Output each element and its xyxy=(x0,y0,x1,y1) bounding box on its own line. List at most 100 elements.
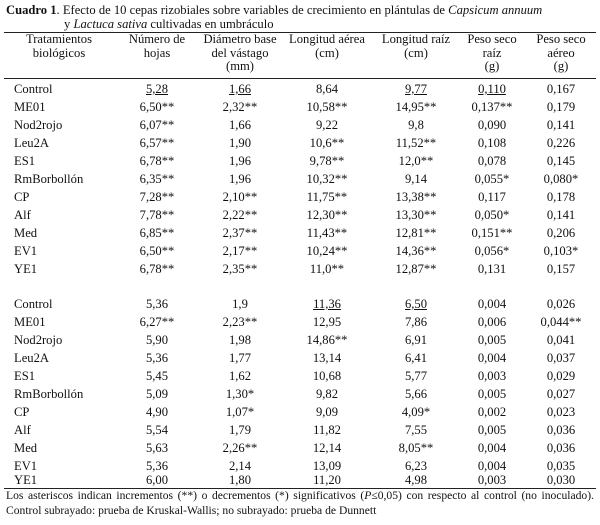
leaves-value: 6,78** xyxy=(139,154,175,168)
caption-line-2: y Lactuca sativa cultivadas en umbráculo xyxy=(6,17,596,31)
leaves-value: 5,63 xyxy=(145,441,169,455)
aerial-length-value: 11,0** xyxy=(309,262,345,276)
root-dry-value: 0,090 xyxy=(477,118,507,132)
root-length-value: 5,66 xyxy=(404,387,428,401)
aerial-dry-value: 0,044** xyxy=(540,315,582,329)
aerial-length-value: 10,68 xyxy=(312,369,342,383)
table-row: Nod2rojo 6,07** 1,66 9,22 9,8 0,090 0,14… xyxy=(0,116,600,134)
aerial-length-value: 10,58** xyxy=(306,100,348,114)
table-row: Med 6,85** 2,37** 11,43** 12,81** 0,151*… xyxy=(0,224,600,242)
aerial-length-value: 11,43** xyxy=(306,226,348,240)
footnote-part-2: ≤0,05) con respecto al control (no inocu… xyxy=(6,489,594,517)
table-row: EV1 5,36 2,14 13,09 6,23 0,004 0,035 xyxy=(0,457,600,475)
root-length-value: 6,91 xyxy=(404,333,428,347)
treatment-name: Control xyxy=(14,297,53,311)
aerial-dry-value: 0,179 xyxy=(546,100,576,114)
table-caption: Cuadro 1. Efecto de 10 cepas rizobiales … xyxy=(6,3,596,31)
table-row: RmBorbollón 5,09 1,30* 9,82 5,66 0,005 0… xyxy=(0,385,600,403)
root-length-value: 6,50 xyxy=(404,297,428,311)
leaves-value: 6,27** xyxy=(139,315,175,329)
aerial-dry-value: 0,157 xyxy=(546,262,576,276)
treatment-name: ES1 xyxy=(14,154,35,168)
table-row: Alf 7,78** 2,22** 12,30** 13,30** 0,050*… xyxy=(0,206,600,224)
aerial-dry-value: 0,030 xyxy=(546,473,576,487)
table-row: Alf 5,54 1,79 11,82 7,55 0,005 0,036 xyxy=(0,421,600,439)
root-dry-value: 0,078 xyxy=(477,154,507,168)
table-row: Control 5,28 1,66 8,64 9,77 0,110 0,167 xyxy=(0,80,600,98)
caption-species-1: Capsicum annuum xyxy=(448,3,543,17)
leaves-value: 7,78** xyxy=(139,208,175,222)
root-dry-value: 0,004 xyxy=(477,351,507,365)
table-row: YE1 6,78** 2,35** 11,0** 12,87** 0,131 0… xyxy=(0,260,600,278)
aerial-length-value: 11,36 xyxy=(313,297,341,311)
table-row: ES1 6,78** 1,96 9,78** 12,0** 0,078 0,14… xyxy=(0,152,600,170)
aerial-length-value: 8,64 xyxy=(315,82,339,96)
aerial-dry-value: 0,226 xyxy=(546,136,576,150)
header-aerial-length: Longitud aérea (cm) xyxy=(289,32,365,60)
aerial-length-value: 9,78** xyxy=(309,154,345,168)
aerial-dry-value: 0,036 xyxy=(546,441,576,455)
diameter-value: 2,10** xyxy=(222,190,258,204)
aerial-length-value: 11,82 xyxy=(313,423,341,437)
aerial-dry-value: 0,141 xyxy=(546,208,576,222)
leaves-value: 6,57** xyxy=(139,136,175,150)
table-row: Med 5,63 2,26** 12,14 8,05** 0,004 0,036 xyxy=(0,439,600,457)
root-length-value: 6,23 xyxy=(404,459,428,473)
root-dry-value: 0,002 xyxy=(477,405,507,419)
caption-text-b: cultivadas en umbráculo xyxy=(147,17,274,31)
table-row: ES1 5,45 1,62 10,68 5,77 0,003 0,029 xyxy=(0,367,600,385)
root-length-value: 9,8 xyxy=(408,118,424,132)
table-row: ME01 6,50** 2,32** 10,58** 14,95** 0,137… xyxy=(0,98,600,116)
treatment-name: EV1 xyxy=(14,459,38,473)
aerial-length-value: 11,75** xyxy=(306,190,348,204)
treatment-name: Med xyxy=(14,226,38,240)
table-row: CP 7,28** 2,10** 11,75** 13,38** 0,117 0… xyxy=(0,188,600,206)
header-diameter: Diámetro base del vástago (mm) xyxy=(203,32,277,73)
root-length-value: 14,95** xyxy=(395,100,437,114)
root-length-value: 12,81** xyxy=(395,226,437,240)
footnote-p-symbol: P xyxy=(364,489,372,502)
header-rule xyxy=(4,78,596,79)
aerial-length-value: 13,09 xyxy=(312,459,342,473)
aerial-dry-value: 0,167 xyxy=(546,82,576,96)
leaves-value: 6,07** xyxy=(139,118,175,132)
root-dry-value: 0,131 xyxy=(477,262,507,276)
leaves-value: 5,45 xyxy=(145,369,169,383)
treatment-name: ES1 xyxy=(14,369,35,383)
root-dry-value: 0,004 xyxy=(477,459,507,473)
root-dry-value: 0,108 xyxy=(477,136,507,150)
diameter-value: 2,35** xyxy=(222,262,258,276)
top-rule xyxy=(4,32,596,33)
table-row: Leu2A 6,57** 1,90 10,6** 11,52** 0,108 0… xyxy=(0,134,600,152)
leaves-value: 7,28** xyxy=(139,190,175,204)
aerial-dry-value: 0,026 xyxy=(546,297,576,311)
root-dry-value: 0,006 xyxy=(477,315,507,329)
diameter-value: 1,80 xyxy=(228,473,252,487)
treatment-name: YE1 xyxy=(14,262,38,276)
treatment-name: Alf xyxy=(14,208,31,222)
treatment-name: YE1 xyxy=(14,473,38,487)
aerial-length-value: 13,14 xyxy=(312,351,342,365)
root-length-value: 5,77 xyxy=(404,369,428,383)
aerial-length-value: 12,14 xyxy=(312,441,342,455)
caption-text-a: . Efecto de 10 cepas rizobiales sobre va… xyxy=(56,3,449,17)
root-length-value: 4,09* xyxy=(401,405,431,419)
header-root-length: Longitud raíz (cm) xyxy=(381,32,451,60)
aerial-length-value: 11,20 xyxy=(313,473,341,487)
treatment-name: RmBorbollón xyxy=(14,172,84,186)
diameter-value: 2,14 xyxy=(228,459,252,473)
table-row: Control 5,36 1,9 11,36 6,50 0,004 0,026 xyxy=(0,295,600,313)
diameter-value: 2,32** xyxy=(222,100,258,114)
root-length-value: 7,86 xyxy=(404,315,428,329)
leaves-value: 5,36 xyxy=(145,297,169,311)
diameter-value: 1,90 xyxy=(228,136,252,150)
aerial-dry-value: 0,029 xyxy=(546,369,576,383)
diameter-value: 1,30* xyxy=(225,387,255,401)
root-length-value: 11,52** xyxy=(395,136,437,150)
diameter-value: 1,98 xyxy=(228,333,252,347)
treatment-name: Nod2rojo xyxy=(14,118,63,132)
table-row: ME01 6,27** 2,23** 12,95 7,86 0,006 0,04… xyxy=(0,313,600,331)
leaves-value: 6,78** xyxy=(139,262,175,276)
caption-label: Cuadro 1 xyxy=(6,3,57,17)
root-dry-value: 0,137** xyxy=(471,100,513,114)
